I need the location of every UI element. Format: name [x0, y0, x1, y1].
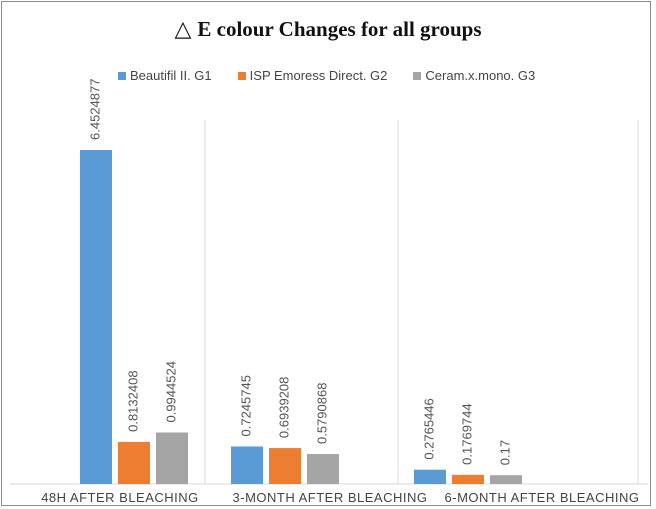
data-label-1-g2: 0.8132408	[125, 370, 140, 431]
data-label-3-g2: 0.1769744	[459, 403, 474, 464]
bar-2-g3	[307, 454, 339, 484]
category-label-2: 3-MONTH AFTER BLEACHING	[233, 490, 428, 505]
bar-3-g1	[414, 469, 446, 484]
data-label-3-g3: 0.17	[497, 440, 512, 465]
legend-swatch-g3	[413, 71, 422, 80]
legend-item-g1: Beautifil II. G1	[118, 68, 212, 83]
bar-2-g1	[231, 446, 263, 484]
legend-swatch-g2	[237, 71, 246, 80]
data-label-2-g1: 0.7245745	[238, 375, 253, 436]
legend-label-g3: Ceram.x.mono. G3	[425, 68, 536, 83]
legend-label-g1: Beautifil II. G1	[130, 68, 212, 83]
data-label-2-g2: 0.6939208	[276, 377, 291, 438]
chart-title: △ E colour Changes for all groups	[0, 16, 656, 42]
bar-1-g3	[156, 432, 188, 484]
bar-1-g1	[80, 150, 112, 484]
bar-3-g3	[490, 475, 522, 484]
data-label-1-g3: 0.9944524	[163, 361, 178, 422]
bar-1-g2	[118, 441, 150, 484]
category-label-3: 6-MONTH AFTER BLEACHING	[445, 490, 640, 505]
chart-legend: Beautifil II. G1 ISP Emoress Direct. G2 …	[118, 68, 535, 83]
legend-label-g2: ISP Emoress Direct. G2	[249, 68, 388, 83]
data-label-2-g3: 0.5790868	[314, 383, 329, 444]
chart-title-text: E colour Changes for all groups	[197, 17, 482, 41]
data-label-1-g1: 6.4524877	[87, 79, 102, 140]
legend-item-g2: ISP Emoress Direct. G2	[237, 68, 388, 83]
bar-2-g2	[269, 448, 301, 484]
category-label-1: 48H AFTER BLEACHING	[41, 490, 199, 505]
triangle-symbol: △	[174, 16, 192, 41]
legend-item-g3: Ceram.x.mono. G3	[413, 68, 535, 83]
legend-swatch-g1	[118, 71, 126, 80]
data-label-3-g1: 0.2765446	[421, 398, 436, 459]
bar-3-g2	[452, 474, 484, 484]
